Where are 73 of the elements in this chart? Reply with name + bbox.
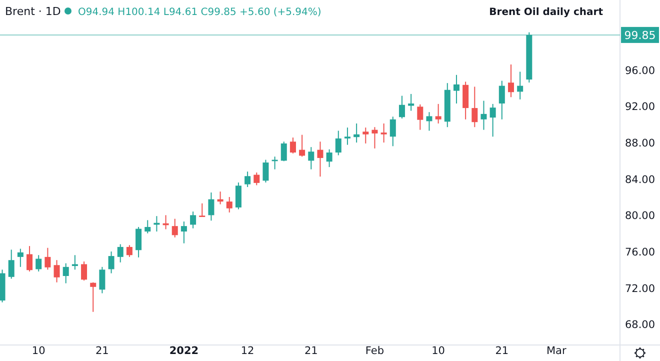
x-tick-label: 10	[32, 345, 46, 357]
x-tick-label: 21	[495, 345, 509, 357]
candlestick	[144, 220, 151, 234]
candlestick	[26, 246, 33, 272]
candlestick	[308, 146, 314, 170]
candlestick	[390, 116, 396, 147]
y-tick-label: 76.00	[624, 246, 656, 258]
candlestick	[254, 172, 260, 186]
x-tick-label: 21	[96, 345, 109, 357]
candlestick	[172, 218, 178, 238]
candlestick	[299, 134, 306, 158]
candlestick	[508, 64, 514, 98]
candlestick	[36, 254, 42, 272]
y-tick-label: 92.00	[624, 101, 656, 114]
candlestick	[417, 104, 424, 130]
candlestick	[244, 171, 251, 188]
candlestick	[290, 137, 296, 154]
y-tick-label: 88.00	[624, 138, 656, 150]
candlestick	[354, 122, 360, 144]
candlestick	[117, 244, 124, 263]
candlestick	[62, 262, 69, 284]
candlestick	[490, 103, 496, 138]
candlestick	[262, 159, 269, 183]
candlestick	[326, 148, 332, 168]
annotation: O94.94 H100.14 L94.61 C99.85 +5.60 (+5.94%)	[78, 7, 322, 18]
candlestick	[453, 74, 460, 104]
x-tick-label: 21	[304, 345, 318, 357]
candlestick	[44, 247, 51, 270]
candlestick	[362, 127, 369, 144]
x-tick-label: 10	[432, 345, 446, 357]
x-tick-label: 2022	[169, 345, 199, 357]
candlestick	[108, 250, 114, 274]
chart-subtitle: Brent · 1D	[5, 5, 61, 18]
candlestick	[235, 182, 242, 210]
candlestick	[199, 202, 206, 218]
candlestick	[344, 127, 350, 146]
x-tick-label: 12	[240, 345, 254, 357]
candlestick	[317, 141, 324, 178]
ref-line-label: 99.85	[624, 28, 656, 42]
candlestick	[81, 260, 88, 282]
candlestick	[426, 112, 432, 132]
x-tick-label: Feb	[365, 345, 384, 357]
candlestick	[54, 260, 60, 283]
text: Brent Oil daily chart	[489, 7, 604, 18]
candlestick	[180, 221, 187, 244]
candlestick	[8, 249, 14, 280]
candlestick	[17, 248, 24, 268]
candlestick	[462, 81, 469, 120]
candlestick	[335, 130, 342, 156]
candlestick	[472, 86, 478, 128]
candlestick	[280, 141, 287, 162]
candlestick	[190, 211, 196, 229]
candlestick	[372, 126, 378, 149]
candlestick	[408, 93, 414, 112]
y-tick-label: 96.00	[624, 64, 656, 77]
candlestick	[435, 103, 442, 124]
y-tick-label: 68.00	[624, 319, 656, 332]
x-tick-label: Mar	[546, 345, 567, 357]
candlestick	[380, 122, 387, 144]
y-tick-label: 84.00	[624, 174, 656, 186]
candlestick	[480, 100, 487, 130]
candlestick	[226, 196, 232, 213]
candlestick	[99, 266, 106, 294]
candlestick	[136, 226, 142, 258]
y-tick-label: 80.00	[624, 210, 656, 222]
candlestick	[517, 71, 524, 100]
candlestick	[90, 282, 96, 312]
candlestick	[398, 95, 405, 119]
candlestick	[72, 254, 78, 270]
candlestick	[126, 244, 132, 258]
y-tick-label: 72.00	[624, 282, 656, 295]
candlestick	[498, 80, 505, 120]
candlestick	[208, 192, 214, 222]
